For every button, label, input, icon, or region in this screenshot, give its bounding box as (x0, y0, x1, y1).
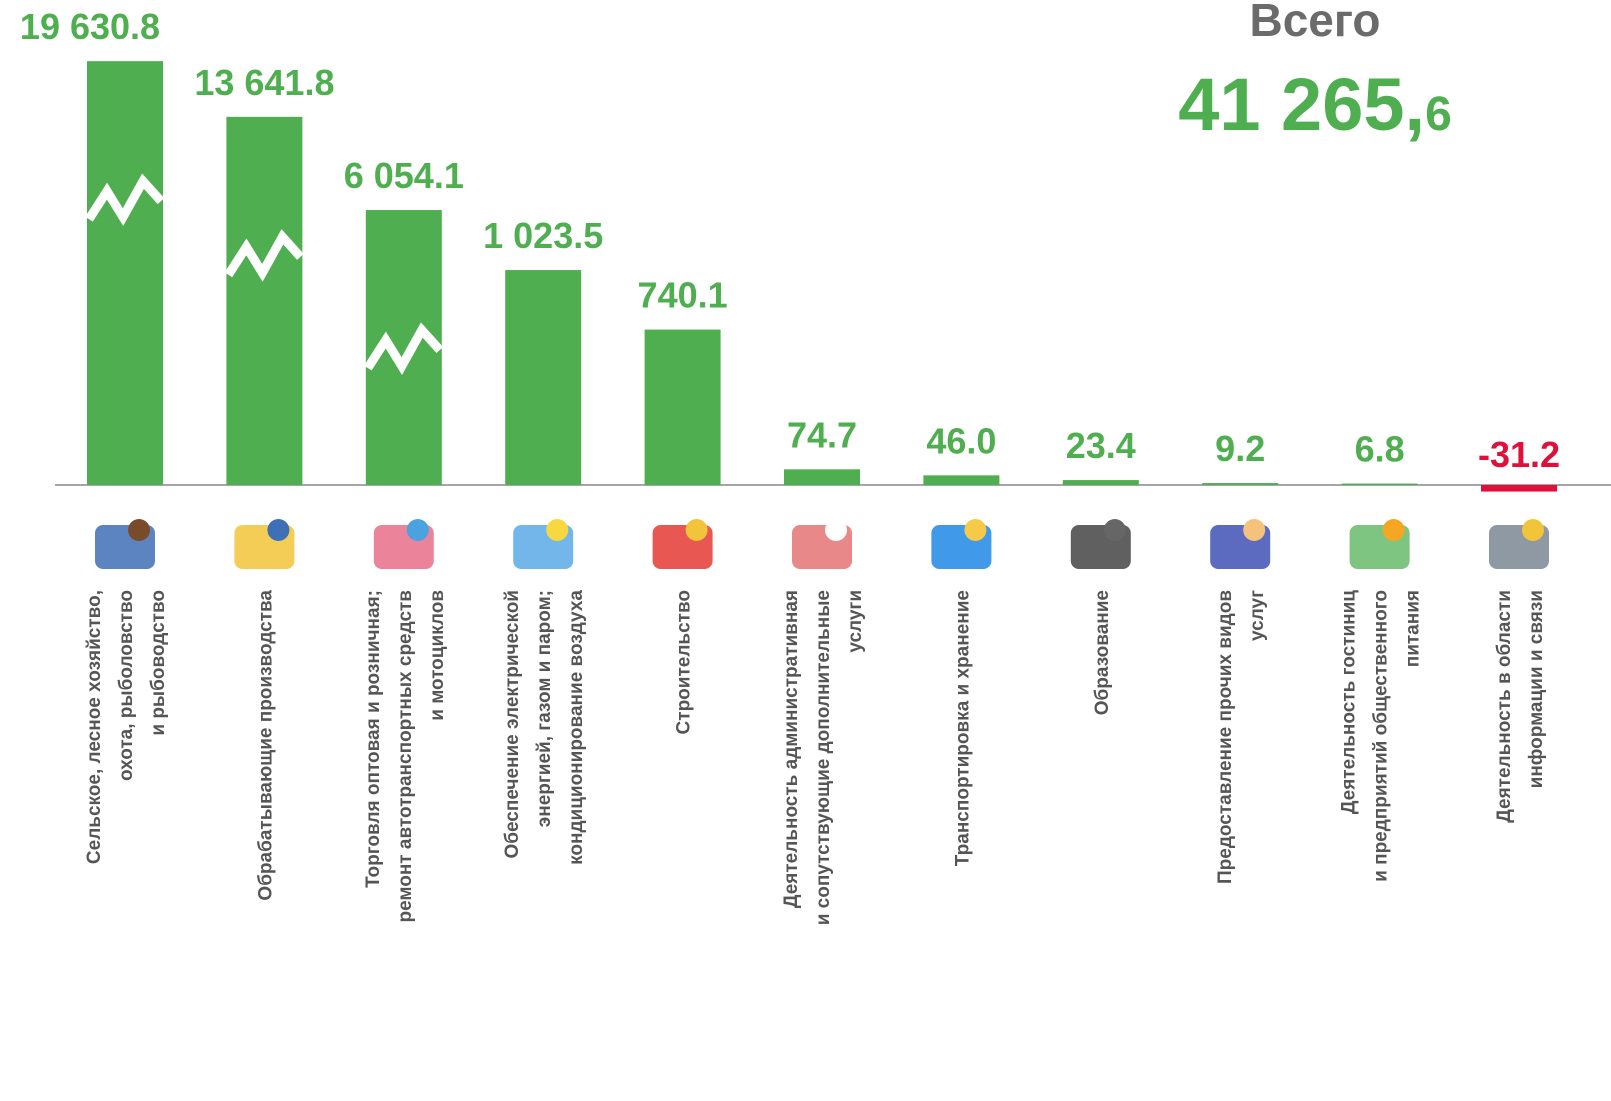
bar (645, 330, 721, 485)
total-title: Всего (1249, 0, 1380, 46)
bar (784, 469, 860, 485)
category-label: Сельское, лесное хозяйство,охота, рыболо… (84, 590, 169, 864)
icon-shape (686, 519, 708, 541)
value-label: 6 054.1 (344, 155, 464, 196)
value-label: -31.2 (1478, 434, 1560, 475)
category-icon (95, 519, 155, 569)
category-icon (234, 519, 294, 569)
bar (1342, 484, 1418, 485)
category-icon (931, 519, 991, 569)
category-label: Обрабатывающие производства (255, 590, 276, 901)
icon-shape (1522, 519, 1544, 541)
icon-shape (1104, 519, 1126, 541)
value-label: 13 641.8 (194, 62, 334, 103)
total-value: 41 265,6 (1178, 63, 1452, 146)
category-icon (653, 519, 713, 569)
value-label: 1 023.5 (483, 215, 603, 256)
icon-shape (964, 519, 986, 541)
bar (1202, 483, 1278, 485)
category-icon (513, 519, 573, 569)
category-icon (1210, 519, 1270, 569)
icon-shape (1243, 519, 1265, 541)
bar (226, 117, 302, 485)
value-label: 740.1 (638, 275, 728, 316)
category-icon (1489, 519, 1549, 569)
bar (1481, 485, 1557, 492)
bar (87, 61, 163, 485)
value-label: 74.7 (787, 414, 857, 455)
icon-shape (407, 519, 429, 541)
category-label: Транспортировка и хранение (952, 590, 973, 866)
value-label: 46.0 (926, 420, 996, 461)
category-label: Строительство (674, 590, 695, 734)
value-label: 19 630.8 (20, 6, 160, 47)
category-icon (1071, 519, 1131, 569)
icon-shape (1383, 519, 1405, 541)
category-label: Торговля оптовая и розничная;ремонт авто… (363, 590, 448, 923)
chart: Всего 41 265,6 19 630.8 Сельское, лесное … (0, 0, 1611, 1101)
value-label: 9.2 (1215, 428, 1265, 469)
value-label: 6.8 (1355, 429, 1405, 470)
value-label: 23.4 (1066, 425, 1136, 466)
bar (1063, 480, 1139, 485)
bar (923, 475, 999, 485)
category-icon (792, 519, 852, 569)
icon-shape (825, 519, 847, 541)
icon-shape (128, 519, 150, 541)
icon-shape (267, 519, 289, 541)
category-icon (1350, 519, 1410, 569)
category-icon (374, 519, 434, 569)
category-label: Образование (1092, 590, 1113, 715)
icon-shape (546, 519, 568, 541)
bar (505, 270, 581, 485)
